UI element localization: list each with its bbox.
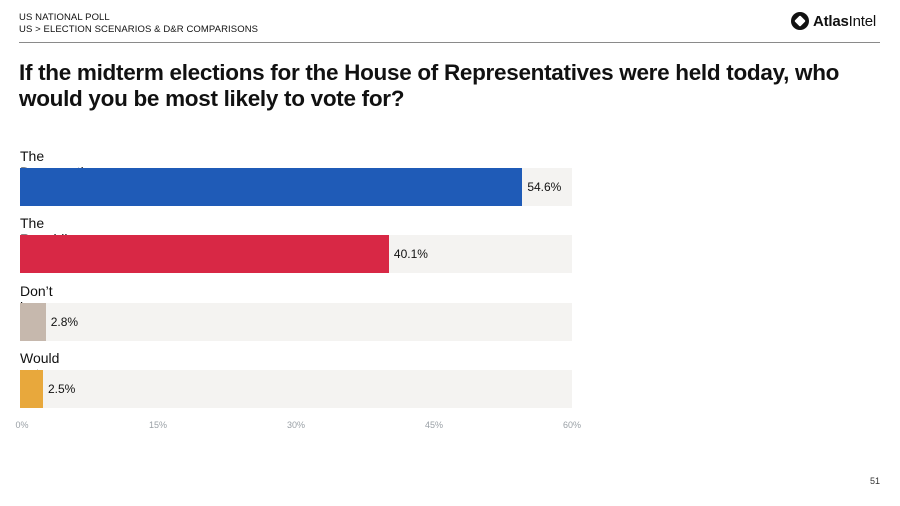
bar-track-would-not-vote: 2.5%	[20, 370, 572, 408]
bar-the-democratic-candidate	[20, 168, 523, 206]
value-label-the-democratic-candidate: 54.6%	[527, 180, 562, 194]
bar-the-republican-candidate	[20, 235, 389, 273]
question-title: If the midterm elections for the House o…	[19, 60, 840, 111]
atlasintel-logo-icon	[790, 12, 809, 30]
breadcrumb: US > ELECTION SCENARIOS & D&R COMPARISON…	[19, 24, 259, 35]
x-tick-label: 15%	[148, 420, 168, 430]
poll-type-label: US NATIONAL POLL	[19, 12, 110, 23]
value-label-would-not-vote: 2.5%	[48, 382, 76, 396]
brand-name: AtlasIntel	[813, 13, 876, 30]
value-label-don-t-know: 2.8%	[50, 315, 79, 329]
x-tick-label: 30%	[286, 420, 306, 430]
header-kicker: US NATIONAL POLL US > ELECTION SCENARIOS…	[19, 12, 258, 36]
bar-would-not-vote	[20, 370, 43, 408]
bar-track-the-republican-candidate: 40.1%	[20, 235, 572, 273]
brand-name-bold: Atlas	[812, 12, 849, 30]
brand-name-regular: Intel	[848, 12, 877, 30]
page-number: 51	[869, 476, 880, 486]
bar-don-t-know	[20, 303, 46, 341]
bar-track-the-democratic-candidate: 54.6%	[20, 168, 572, 206]
x-tick-label: 0%	[15, 420, 29, 430]
header-divider	[19, 42, 880, 43]
value-label-the-republican-candidate: 40.1%	[393, 247, 428, 261]
x-tick-label: 45%	[424, 420, 444, 430]
x-tick-label: 60%	[562, 420, 582, 430]
bar-track-don-t-know: 2.8%	[20, 303, 572, 341]
brand-logo: AtlasIntel	[790, 12, 876, 30]
